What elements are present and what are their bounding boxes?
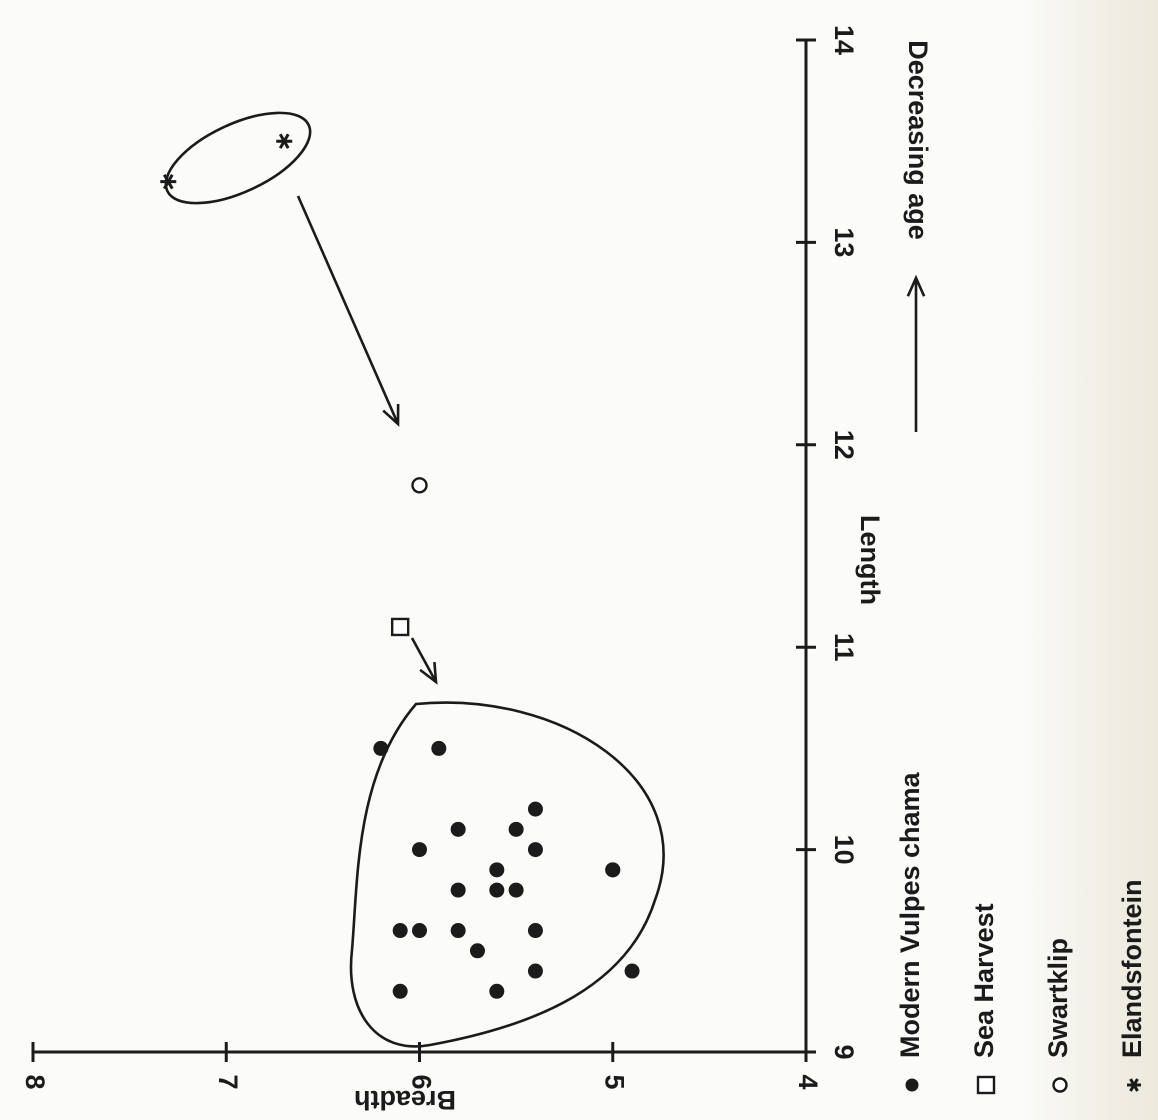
- modern-vulpes-chama-point-21: [624, 963, 640, 979]
- sea-harvest-arrow-head: [419, 661, 438, 685]
- elandsfontein-arrow-shaft: [296, 195, 400, 425]
- elandsfontein-point-0-stroke: [162, 174, 174, 190]
- decreasing-age-arrow-head: [906, 274, 926, 297]
- modern-vulpes-chama-point-4: [508, 821, 524, 837]
- elandsfontein-arrow: [296, 195, 400, 427]
- modern-vulpes-chama-point-7: [489, 862, 505, 878]
- modern-vulpes-chama-point-9: [450, 882, 466, 898]
- sea-harvest-arrow: [410, 637, 438, 685]
- length-tick-label-10: 10: [829, 835, 859, 865]
- modern-vulpes-chama-point-3: [450, 821, 466, 837]
- modern-vulpes-chama-point-14: [450, 923, 466, 939]
- legend-elandsfontein-marker: [1127, 1078, 1141, 1092]
- legend-swartklip-marker: [1052, 1077, 1068, 1093]
- modern-vulpes-chama-point-0: [373, 740, 389, 756]
- breadth-tick-label-7: 7: [213, 1074, 243, 1089]
- swartklip-point-0: [411, 477, 428, 494]
- decreasing-age-label: Decreasing age: [903, 40, 933, 240]
- elandsfontein-arrow-head: [382, 403, 400, 427]
- modern-vulpes-chama-point-15: [527, 923, 543, 939]
- length-tick-label-11: 11: [829, 633, 859, 662]
- trend-arrows: [296, 195, 438, 685]
- breadth-tick-label-4: 4: [793, 1074, 823, 1089]
- elandsfontein-point-1-stroke: [278, 133, 290, 149]
- length-tick-label-12: 12: [829, 430, 859, 460]
- modern-vulpes-chama-point-20: [605, 862, 621, 878]
- modern-vulpes-chama-point-10: [489, 882, 505, 898]
- legend-modern-vulpes-chama-marker: [905, 1078, 919, 1092]
- modern-vulpes-chama-point-13: [412, 923, 427, 939]
- legend-elandsfontein-label: Elandsfontein: [1117, 879, 1147, 1058]
- modern-vulpes-chama-point-11: [508, 882, 524, 898]
- legend-swartklip-label: Swartklip: [1043, 938, 1073, 1058]
- elandsfontein-point-1: [276, 133, 293, 149]
- breadth-tick-label-8: 8: [20, 1074, 50, 1089]
- legend-sea-harvest-label: Sea Harvest: [969, 903, 999, 1058]
- axes: 9 10 11 12 13 14 4 5 6 7 8: [20, 25, 859, 1090]
- legend: Modern Vulpes chama Sea Harvest Swartklip E…: [895, 771, 1147, 1095]
- modern-vulpes-chama-point-2: [527, 801, 543, 817]
- breadth-tick-label-6: 6: [406, 1074, 436, 1089]
- labels: Length Breadth Decreasing age: [354, 40, 933, 1115]
- breadth-axis-title: Breadth: [354, 1085, 456, 1115]
- modern-vulpes-chama-point-16: [469, 943, 485, 959]
- modern-vulpes-chama-point-18: [392, 983, 408, 999]
- modern-vulpes-chama-point-12: [392, 923, 408, 939]
- length-tick-label-13: 13: [829, 227, 859, 257]
- modern-vulpes-chama-point-17: [527, 963, 543, 979]
- breadth-tick-label-5: 5: [600, 1074, 630, 1089]
- data-points: [160, 133, 640, 999]
- sea-harvest-arrow-shaft: [410, 637, 438, 683]
- decreasing-age-arrow: [906, 274, 926, 432]
- group-outlines: [164, 111, 665, 1048]
- length-axis-title: Length: [855, 515, 885, 605]
- modern-vulpes-chama-point-19: [489, 983, 505, 999]
- modern-vulpes-chama-point-6: [527, 842, 543, 858]
- modern-vulpes-chama-point-1: [431, 740, 447, 756]
- legend-sea-harvest-marker: [976, 1075, 996, 1095]
- length-tick-label-14: 14: [829, 25, 859, 55]
- legend-elandsfontein-marker-stroke: [1129, 1078, 1139, 1092]
- modern-vulpes-chama-point-5: [412, 842, 427, 858]
- elandsfontein-outline: [164, 111, 312, 205]
- length-tick-label-9: 9: [829, 1044, 859, 1059]
- sea-harvest-point-0: [390, 617, 410, 637]
- elandsfontein-point-0: [160, 174, 177, 190]
- modern-vulpes-outline: [349, 701, 665, 1048]
- legend-modern-vulpes-chama-label: Modern Vulpes chama: [895, 771, 925, 1058]
